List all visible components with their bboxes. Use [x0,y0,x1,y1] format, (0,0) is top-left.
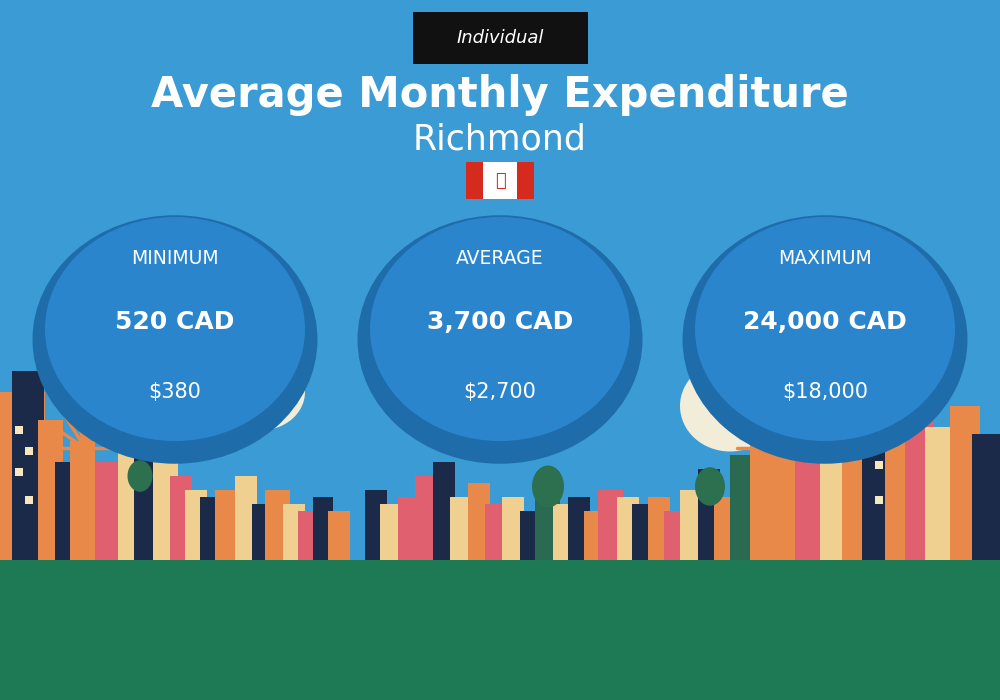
Bar [730,455,755,560]
Bar [875,461,883,469]
Bar [134,427,160,560]
Bar [770,385,805,560]
Bar [433,462,455,560]
Text: MINIMUM: MINIMUM [131,249,219,269]
Bar [598,490,623,560]
Text: Richmond: Richmond [413,123,587,157]
Ellipse shape [680,360,780,452]
Bar [875,426,883,434]
Bar [517,162,534,199]
Ellipse shape [358,216,642,463]
Bar [252,504,272,560]
Bar [215,490,237,560]
Bar [15,426,23,434]
Bar [483,162,517,199]
Bar [535,490,560,560]
Bar [468,483,490,560]
Bar [466,162,483,199]
Bar [842,427,870,560]
Ellipse shape [45,217,305,441]
Ellipse shape [128,461,152,491]
Bar [170,476,192,560]
Text: AVERAGE: AVERAGE [456,249,544,269]
Bar [450,497,475,560]
Bar [820,406,850,560]
Bar [185,490,207,560]
Ellipse shape [370,217,630,441]
Bar [520,511,540,560]
Bar [925,427,960,560]
Bar [553,504,575,560]
Bar [265,490,290,560]
Bar [750,441,778,560]
Bar [12,371,44,560]
Ellipse shape [215,354,305,430]
Bar [15,468,23,476]
Bar [70,441,95,560]
Ellipse shape [532,466,564,507]
Bar [398,497,420,560]
Bar [680,490,705,560]
Bar [714,497,736,560]
Text: MAXIMUM: MAXIMUM [778,249,872,269]
Bar [664,511,686,560]
Text: $18,000: $18,000 [782,382,868,402]
Bar [862,371,897,560]
Bar [584,511,604,560]
Bar [617,497,639,560]
FancyBboxPatch shape [413,12,588,64]
Text: 520 CAD: 520 CAD [115,310,235,334]
Ellipse shape [682,216,968,463]
Bar [380,504,405,560]
Text: $2,700: $2,700 [464,382,536,402]
Bar [283,504,305,560]
Ellipse shape [695,217,955,441]
Text: Individual: Individual [456,29,544,47]
Text: 24,000 CAD: 24,000 CAD [743,310,907,334]
Bar [0,392,45,560]
Text: $380: $380 [149,382,201,402]
Bar [365,490,387,560]
Ellipse shape [32,216,318,463]
Bar [118,441,140,560]
Bar [95,462,123,560]
Bar [485,504,507,560]
Bar [313,497,333,560]
Bar [875,496,883,504]
Bar [25,496,33,504]
Bar [153,462,178,560]
Ellipse shape [155,360,265,452]
Bar [25,447,33,455]
Bar [568,497,590,560]
Bar [415,476,440,560]
Bar [38,420,63,560]
Bar [905,413,933,560]
Bar [0,560,1000,700]
Bar [55,462,77,560]
Bar [298,511,320,560]
Ellipse shape [695,468,725,505]
Bar [648,497,670,560]
Bar [972,434,1000,560]
Bar [698,469,720,560]
Bar [328,511,350,560]
Bar [950,406,980,560]
Bar [885,392,915,560]
Bar [632,504,654,560]
Text: 3,700 CAD: 3,700 CAD [427,310,573,334]
Bar [200,497,220,560]
Bar [502,497,524,560]
Ellipse shape [735,350,825,434]
Text: Average Monthly Expenditure: Average Monthly Expenditure [151,74,849,116]
Text: 🍁: 🍁 [495,172,505,190]
Bar [235,476,257,560]
Bar [795,357,835,560]
